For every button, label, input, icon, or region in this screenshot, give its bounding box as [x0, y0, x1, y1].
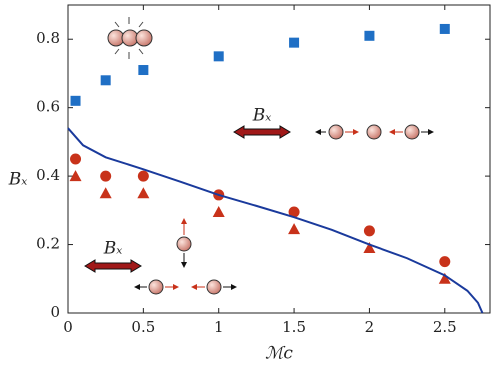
- triangle-marker: [99, 187, 112, 199]
- square-marker: [100, 75, 111, 86]
- circle-marker: [100, 170, 112, 182]
- circle-marker: [288, 206, 300, 218]
- y-tick-label: 0.2: [36, 235, 60, 253]
- insets: [84, 17, 434, 295]
- x-tick-label: 1.5: [282, 318, 306, 336]
- x-tick-label: 1: [214, 318, 224, 336]
- x-tick-label: 2.5: [433, 318, 457, 336]
- y-axis-label: Bₓ: [8, 170, 28, 190]
- annotation: Bₓ: [103, 239, 123, 259]
- triangle-marker: [438, 272, 451, 284]
- curve: [67, 127, 484, 314]
- circle-marker: [439, 256, 451, 268]
- triangle-marker: [363, 241, 376, 253]
- x-tick-label: 2: [365, 318, 375, 336]
- triangle-marker: [288, 223, 301, 235]
- square-marker: [439, 23, 450, 34]
- y-tick-label: 0.4: [36, 166, 60, 184]
- triangle-marker: [212, 206, 225, 218]
- x-tick-label: 0.5: [131, 318, 155, 336]
- circle-marker: [137, 170, 149, 182]
- circle-marker: [70, 153, 82, 165]
- circle-marker: [363, 225, 375, 237]
- x-tick-label: 0: [63, 318, 73, 336]
- square-marker: [138, 65, 149, 76]
- square-marker: [364, 30, 375, 41]
- square-marker: [289, 37, 300, 48]
- annotation: Bₓ: [252, 106, 272, 126]
- y-tick-label: 0.6: [36, 98, 60, 116]
- square-marker: [213, 51, 224, 62]
- x-axis-label: ℳc: [265, 344, 293, 364]
- plot-frame: [67, 4, 491, 314]
- square-marker: [70, 95, 81, 106]
- triangle-marker: [69, 170, 82, 182]
- triangle-marker: [137, 187, 150, 199]
- y-tick-label: 0.8: [36, 29, 60, 47]
- y-tick-label: 0: [50, 303, 60, 321]
